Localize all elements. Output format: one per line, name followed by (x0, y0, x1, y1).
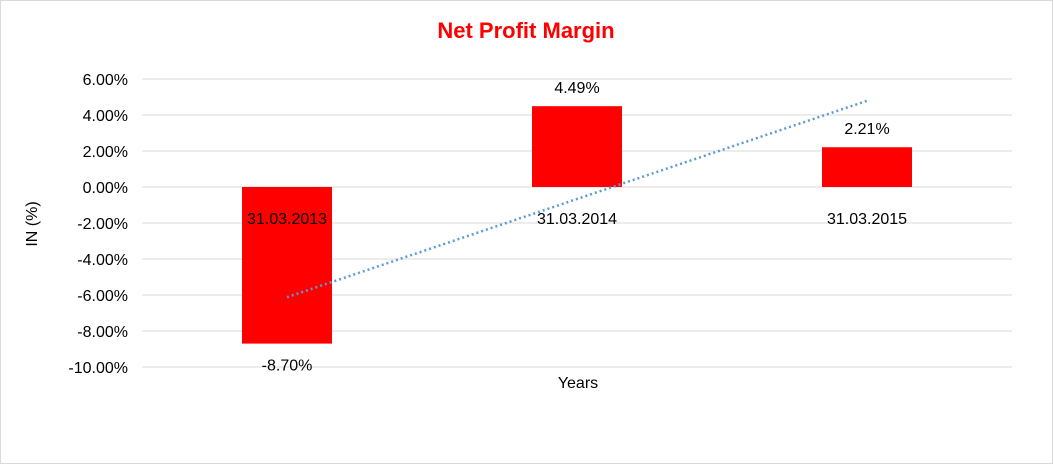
trendline (286, 99, 868, 299)
category-labels: 31.03.2013 31.03.2014 31.03.2015 (247, 211, 907, 228)
y-tick-label: -4.00% (77, 252, 128, 269)
data-labels: -8.70% 4.49% 2.21% (262, 80, 890, 374)
data-label: 2.21% (844, 121, 889, 138)
bar (822, 147, 912, 187)
y-tick-label: 2.00% (83, 144, 128, 161)
data-label: 4.49% (554, 80, 599, 97)
category-label: 31.03.2015 (827, 211, 907, 228)
y-tick-label: -8.00% (77, 324, 128, 341)
x-axis-title: Years (558, 375, 598, 392)
data-label: -8.70% (262, 358, 313, 375)
y-tick-label: 0.00% (83, 180, 128, 197)
bars (242, 106, 912, 344)
bar (532, 106, 622, 187)
y-tick-label: -6.00% (77, 288, 128, 305)
y-tick-label: 4.00% (83, 108, 128, 125)
chart-title: Net Profit Margin (437, 18, 614, 43)
y-tick-label: -2.00% (77, 216, 128, 233)
bar (242, 187, 332, 344)
y-axis-title: IN (%) (24, 201, 41, 246)
gridlines (142, 78, 1012, 368)
category-label: 31.03.2014 (537, 211, 617, 228)
y-axis-tick-labels: 6.00% 4.00% 2.00% 0.00% -2.00% -4.00% -6.00% -8… (68, 72, 128, 377)
y-tick-label: -10.00% (68, 360, 128, 377)
trendline-group (286, 99, 868, 299)
category-label: 31.03.2013 (247, 211, 327, 228)
y-tick-label: 6.00% (83, 72, 128, 89)
